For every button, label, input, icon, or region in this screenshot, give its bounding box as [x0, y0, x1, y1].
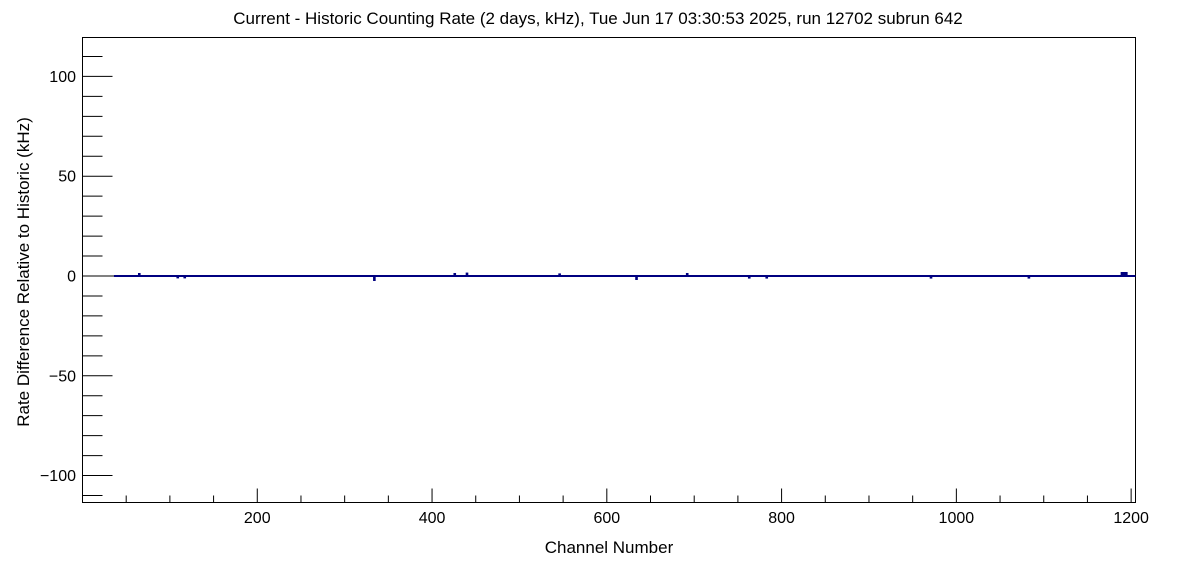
y-tick-label: 100 [49, 69, 76, 86]
histogram-spike [183, 274, 187, 279]
y-tick-label: 0 [67, 268, 76, 285]
histogram-spike [373, 274, 376, 281]
histogram-spike [747, 274, 751, 279]
plot-frame [82, 37, 1136, 503]
histogram-spike [558, 273, 561, 277]
histogram-spike [1027, 274, 1031, 279]
y-tick-label: 50 [58, 169, 76, 186]
x-tick-label: 800 [768, 510, 795, 527]
histogram-spike [453, 272, 457, 277]
histogram-spike [765, 274, 769, 279]
x-tick-label: 400 [419, 510, 446, 527]
x-tick-label: 1200 [1113, 510, 1149, 527]
histogram-spike [929, 274, 933, 279]
x-axis-title: Channel Number [544, 538, 674, 557]
x-tick-label: 1000 [939, 510, 975, 527]
histogram-spike [635, 274, 638, 280]
chart-title: Current - Historic Counting Rate (2 days… [233, 9, 963, 28]
histogram-spike [176, 274, 180, 279]
x-tick-label: 600 [593, 510, 620, 527]
histogram-spike [137, 272, 141, 277]
y-tick-label: −50 [49, 368, 76, 385]
histogram-spike [685, 272, 689, 277]
y-tick-label: −100 [40, 468, 76, 485]
histogram-spike [465, 272, 469, 277]
x-tick-label: 200 [244, 510, 271, 527]
histogram-spike [1120, 271, 1128, 277]
